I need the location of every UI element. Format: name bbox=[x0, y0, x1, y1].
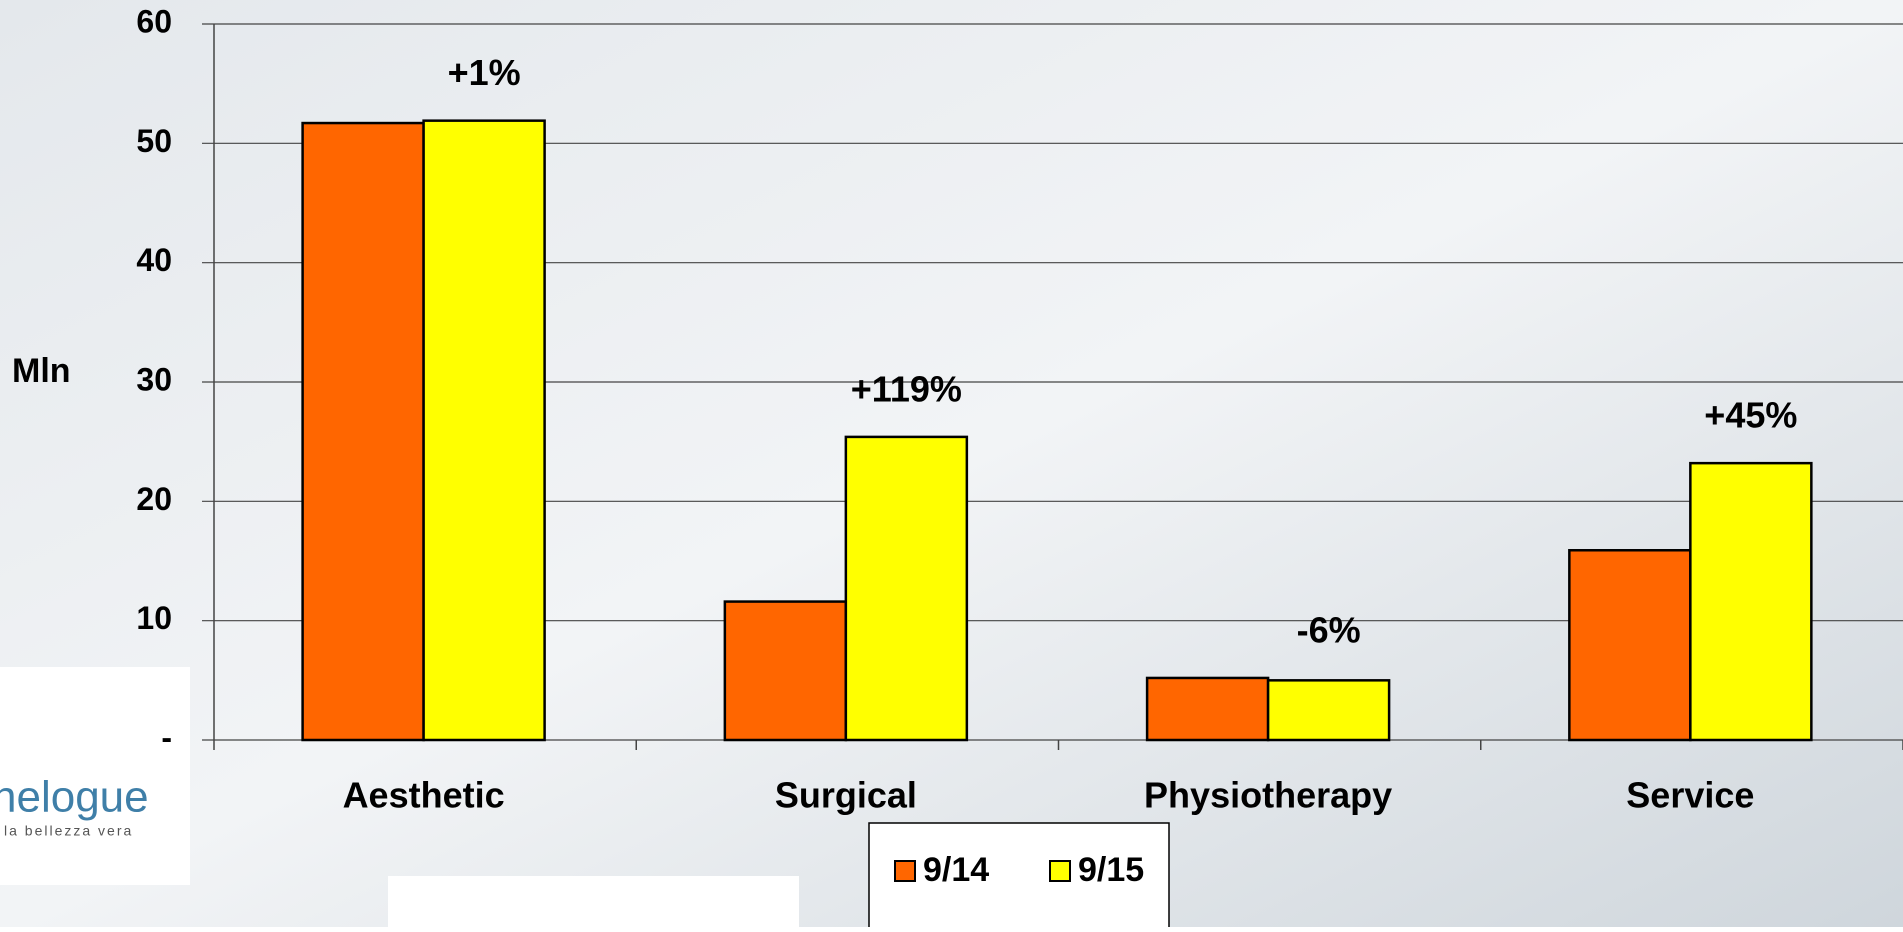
annotation: +45% bbox=[1704, 395, 1797, 436]
y-tick-label: 60 bbox=[136, 3, 172, 39]
annotation: -6% bbox=[1297, 609, 1361, 650]
y-tick-label: 50 bbox=[136, 123, 172, 159]
x-tick-label: Service bbox=[1626, 775, 1754, 816]
legend-swatch bbox=[895, 861, 915, 881]
annotation: +1% bbox=[448, 52, 521, 93]
logo-name: helogue bbox=[0, 773, 149, 822]
y-tick-label: 10 bbox=[136, 600, 172, 636]
bar bbox=[1147, 678, 1268, 740]
y-tick-label: 40 bbox=[136, 242, 172, 278]
x-tick-label: Aesthetic bbox=[343, 775, 505, 816]
y-tick-label: - bbox=[161, 719, 172, 755]
logo-box bbox=[388, 876, 799, 927]
y-axis-label: Mln bbox=[12, 352, 71, 390]
bar bbox=[1268, 680, 1389, 740]
logo-tagline: la bellezza vera bbox=[4, 823, 133, 839]
bar bbox=[846, 437, 967, 740]
bar bbox=[303, 123, 424, 740]
page: helogue la bellezza vera Mln - 10 20 30 40 50… bbox=[0, 0, 1903, 927]
bar bbox=[725, 602, 846, 740]
legend-label: 9/14 bbox=[923, 851, 989, 889]
bar bbox=[1569, 550, 1690, 740]
x-tick-label: Physiotherapy bbox=[1144, 775, 1392, 816]
y-tick-label: 20 bbox=[136, 481, 172, 517]
y-tick-label: 30 bbox=[136, 361, 172, 397]
chart: helogue la bellezza vera Mln - 10 20 30 40 50… bbox=[0, 0, 1903, 927]
legend-label: 9/15 bbox=[1078, 851, 1144, 889]
bar bbox=[424, 121, 545, 740]
annotation: +119% bbox=[851, 368, 962, 409]
x-tick-label: Surgical bbox=[775, 775, 917, 816]
legend-swatch bbox=[1050, 861, 1070, 881]
bar bbox=[1690, 463, 1811, 740]
